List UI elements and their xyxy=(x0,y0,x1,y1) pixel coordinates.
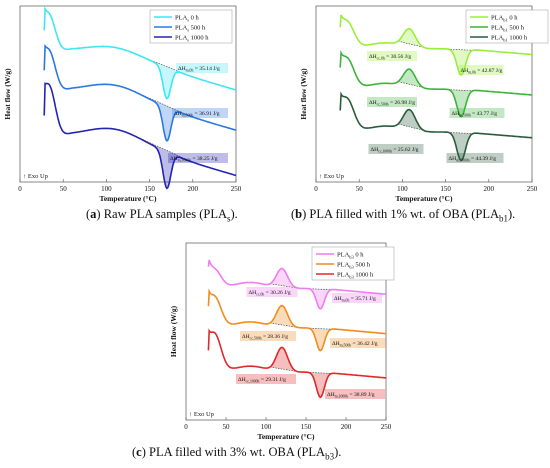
annotation-label: ΔHcc,500h = 28.36 J/g xyxy=(242,334,288,342)
annotation-label: ΔHm,500h = 43.77 J/g xyxy=(452,111,498,119)
plot-frame xyxy=(315,5,533,183)
x-tick-label: 150 xyxy=(144,185,155,193)
legend-entry: PLAb3 1000 h xyxy=(337,272,374,280)
plot-frame xyxy=(19,5,237,183)
y-axis-label: Heat flow (W/g) xyxy=(299,68,308,120)
series-line-0 xyxy=(339,14,533,76)
x-axis-label: Temperature (°C) xyxy=(396,194,453,203)
chart-panel-b: 0 50 100 150 200 250 Temperature (°C) Heat flow… xyxy=(299,5,549,203)
annotation-label: ΔHm,500h = 36.91 J/g xyxy=(174,111,220,119)
baseline-dash xyxy=(304,371,343,375)
annotation-box xyxy=(176,63,228,73)
annotation-box xyxy=(240,331,296,341)
peak-area-fill xyxy=(132,134,193,189)
series-line-1 xyxy=(339,49,533,118)
series-line-2 xyxy=(339,91,533,162)
x-axis-label: Temperature (°C) xyxy=(258,432,315,441)
annotation-label: ΔHcc,1000h = 25.62 J/g xyxy=(371,147,419,155)
annotation-label: ΔHcc,0h = 30.56 J/g xyxy=(369,54,411,62)
annotation-box xyxy=(325,389,385,399)
x-tick-label: 200 xyxy=(341,423,352,431)
x-tick-label: 200 xyxy=(484,185,495,193)
annotation-label: ΔHm,1000h = 38.89 J/g xyxy=(327,392,375,400)
series-line-0 xyxy=(43,6,237,100)
x-tick-label: 0 xyxy=(18,185,22,193)
exo-up-label: ↑ Exo Up xyxy=(319,173,344,180)
y-axis-label: Heat flow (W/g) xyxy=(3,68,12,120)
annotation-label: ΔHcc,0h = 30.26 J/g xyxy=(249,290,291,298)
baseline-dash xyxy=(269,322,299,328)
annotation-box xyxy=(332,293,382,303)
baseline-dash xyxy=(398,123,425,131)
x-tick-label: 250 xyxy=(381,423,392,431)
peak-area-fill xyxy=(437,89,489,117)
annotation-label: ΔHcc,1000h = 29.31 J/g xyxy=(238,377,286,385)
exo-up-label: ↑ Exo Up xyxy=(189,411,214,418)
exo-up-label: ↑ Exo Up xyxy=(23,173,48,180)
caption-c: (c) PLA filled with 3% wt. OBA (PLAb3). xyxy=(132,445,342,462)
x-tick-label: 0 xyxy=(184,423,188,431)
x-tick-label: 50 xyxy=(60,185,68,193)
series-line-1 xyxy=(43,43,237,142)
legend-entry: PLAb1 0 h xyxy=(491,15,518,23)
annotation-box xyxy=(449,108,505,118)
x-tick-label: 100 xyxy=(261,423,272,431)
legend-entry: PLAb3 500 h xyxy=(337,262,371,270)
x-tick-label: 150 xyxy=(301,423,312,431)
x-tick-label: 250 xyxy=(231,185,242,193)
annotation-box xyxy=(246,287,298,297)
annotation-label: ΔHm,1000h = 38.25 J/g xyxy=(170,156,218,164)
annotation-box xyxy=(330,338,386,348)
legend-entry: PLAs 1000 h xyxy=(175,35,209,43)
annotation-label: ΔHm,0h = 35.71 J/g xyxy=(334,296,376,304)
annotation-box xyxy=(367,51,417,61)
x-axis-label: Temperature (°C) xyxy=(100,194,157,203)
x-tick-label: 250 xyxy=(527,185,538,193)
caption-a: (a) Raw PLA samples (PLAs). xyxy=(86,207,238,224)
annotation-label: ΔHcc,500h = 26.98 J/g xyxy=(369,100,415,108)
series-line-1 xyxy=(207,288,387,352)
x-tick-label: 100 xyxy=(101,185,112,193)
baseline-dash xyxy=(398,81,425,89)
y-axis-label: Heat flow (W/g) xyxy=(169,305,178,357)
peak-area-fill xyxy=(437,132,489,161)
annotation-label: ΔHm,500h = 36.42 J/g xyxy=(332,341,378,349)
series-line-0 xyxy=(207,259,387,310)
legend-entry: PLAb3 0 h xyxy=(337,252,364,260)
x-tick-label: 50 xyxy=(223,423,231,431)
baseline-dash xyxy=(132,90,189,116)
series-line-2 xyxy=(207,328,387,399)
series-line-2 xyxy=(43,82,237,190)
caption-b: (b) PLA filled with 1% wt. of OBA (PLAb1… xyxy=(291,207,516,224)
legend-entry: PLAb1 500 h xyxy=(491,25,525,33)
peak-area-fill xyxy=(437,48,489,75)
baseline-dash xyxy=(269,283,299,289)
x-tick-label: 150 xyxy=(440,185,451,193)
annotation-label: ΔHm,0h = 35.14 J/g xyxy=(178,66,220,74)
baseline-dash xyxy=(398,40,425,48)
legend-entry: PLAs 500 h xyxy=(175,25,206,33)
chart-panel-a: 0 50 100 150 200 250 Temperature (°C) Heat flow… xyxy=(3,5,242,203)
annotation-box xyxy=(168,153,228,163)
annotation-box xyxy=(172,108,228,118)
plot-frame xyxy=(185,242,387,421)
x-tick-label: 50 xyxy=(356,185,364,193)
annotation-label: ΔHm,1000h = 44.39 J/g xyxy=(449,156,497,164)
annotation-box xyxy=(367,97,417,107)
x-tick-label: 100 xyxy=(397,185,408,193)
chart-panel-c: 0 50 100 150 200 250 Temperature (°C) Heat flow… xyxy=(169,242,395,441)
annotation-label: ΔHm,0h = 42.87 J/g xyxy=(461,68,503,76)
baseline-dash xyxy=(269,366,299,372)
annotation-box xyxy=(446,153,504,163)
peak-area-fill xyxy=(141,56,189,99)
annotation-box xyxy=(236,374,296,384)
legend-entry: PLAb1 1000 h xyxy=(491,35,528,43)
x-tick-label: 0 xyxy=(314,185,318,193)
annotation-box xyxy=(458,65,504,75)
annotation-box xyxy=(368,144,424,154)
x-tick-label: 200 xyxy=(188,185,199,193)
legend-entry: PLAs 0 h xyxy=(175,15,200,23)
